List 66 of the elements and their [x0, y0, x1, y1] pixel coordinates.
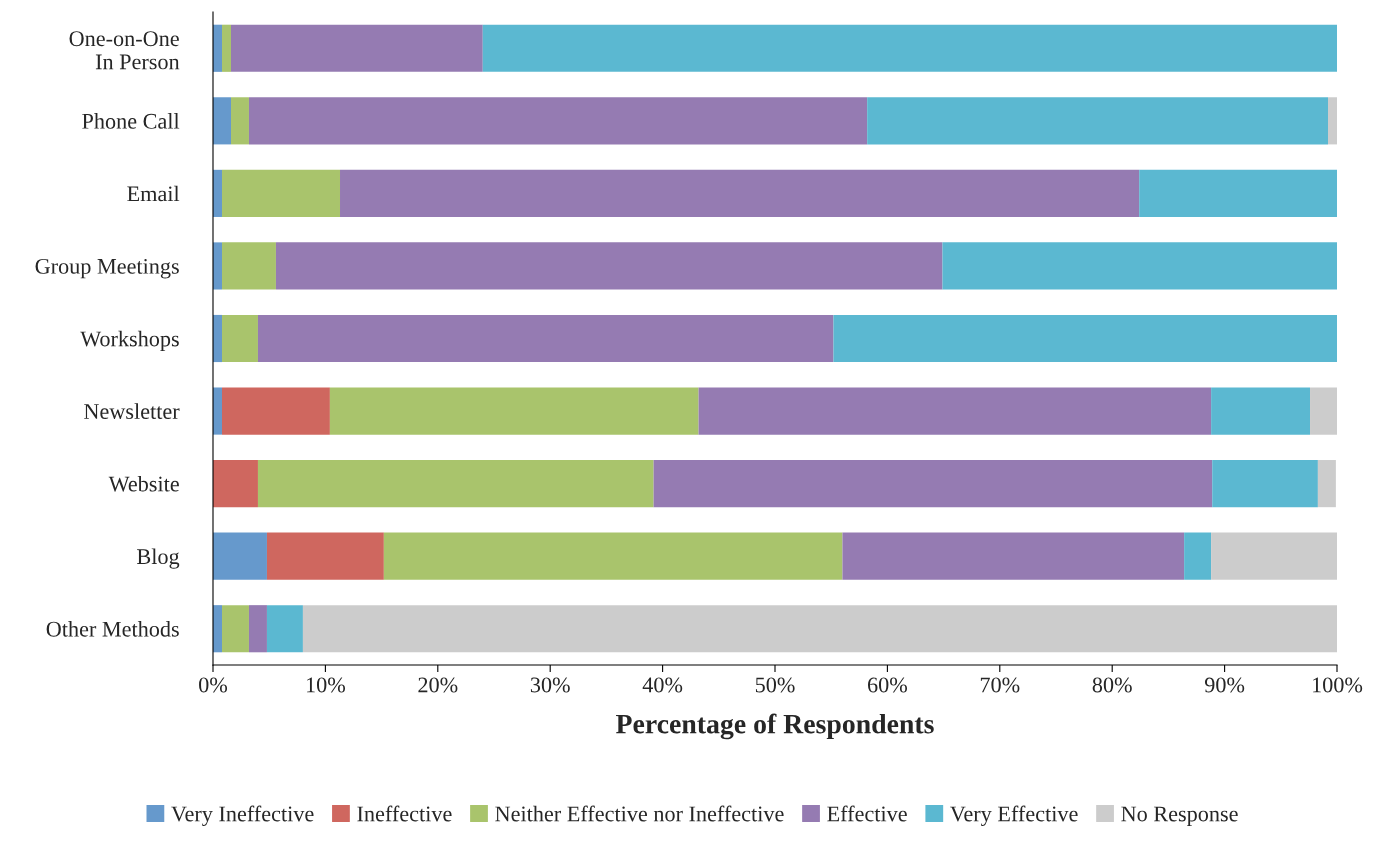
legend-label: Very Ineffective: [171, 805, 314, 826]
y-tick-label: Blog: [137, 548, 180, 569]
legend-label: Effective: [827, 805, 907, 822]
bar: [1139, 169, 1337, 217]
bar: [257, 460, 654, 508]
legend-label: No Response: [1121, 806, 1238, 826]
bar: [329, 387, 699, 435]
bar: [942, 242, 1337, 290]
legend-label: Neither Effective nor Ineffective: [495, 805, 784, 822]
x-tick-label: 0%: [199, 677, 228, 693]
bar: [213, 532, 267, 580]
x-tick-label: 20%: [418, 677, 458, 693]
bar: [340, 169, 1140, 217]
legend-label: Very Effective: [950, 805, 1078, 826]
bar: [221, 314, 258, 363]
bar: [221, 387, 330, 435]
x-tick-label: 40%: [642, 677, 683, 693]
bar: [867, 97, 1329, 145]
bar: [842, 532, 1185, 580]
bar: [1317, 460, 1336, 508]
x-tick-label: 70%: [980, 677, 1020, 693]
y-tick-label: Other Methods: [46, 621, 179, 637]
bar: [221, 242, 276, 290]
bar: [1211, 532, 1337, 580]
legend-label: Ineffective: [357, 805, 452, 822]
bar: [213, 97, 231, 145]
bar: [213, 460, 258, 508]
bar: [383, 532, 843, 580]
y-tick-label: Phone Call: [82, 113, 180, 129]
y-tick-label: Email: [127, 185, 180, 202]
x-tick-label: 10%: [306, 677, 346, 693]
bar: [248, 97, 868, 145]
bar: [257, 314, 834, 363]
bar: [698, 387, 1212, 435]
bar: [266, 605, 303, 653]
x-axis-title: Percentage of Respondents: [616, 713, 934, 740]
bar: [213, 242, 222, 290]
y-tick-label: Workshops: [80, 330, 179, 351]
y-tick-label: One-on-One In Person: [69, 31, 180, 70]
bar: [1328, 97, 1337, 145]
x-tick-label: 60%: [867, 677, 908, 693]
bar: [1184, 532, 1212, 580]
bar: [230, 24, 483, 72]
bar: [266, 532, 384, 580]
y-tick-label: Website: [108, 475, 179, 492]
bar: [275, 242, 943, 290]
bar: [221, 169, 341, 217]
bar: [248, 605, 267, 653]
y-tick-label: Newsletter: [84, 403, 180, 419]
x-tick-label: 30%: [530, 677, 570, 693]
bar: [230, 97, 249, 145]
bar: [1211, 387, 1311, 435]
x-tick-label: 50%: [755, 677, 795, 693]
x-tick-label: 100%: [1313, 677, 1363, 693]
x-tick-label: 80%: [1092, 677, 1132, 693]
bar: [482, 24, 1337, 72]
bar: [1212, 460, 1318, 508]
bar: [653, 460, 1213, 508]
bar: [221, 24, 231, 72]
bar: [213, 387, 222, 435]
bar: [1310, 387, 1337, 435]
bar: [833, 314, 1337, 363]
y-tick-label: Group Meetings: [35, 258, 179, 279]
x-tick-label: 90%: [1204, 677, 1245, 693]
bar: [302, 605, 1337, 653]
bar: [221, 605, 249, 653]
